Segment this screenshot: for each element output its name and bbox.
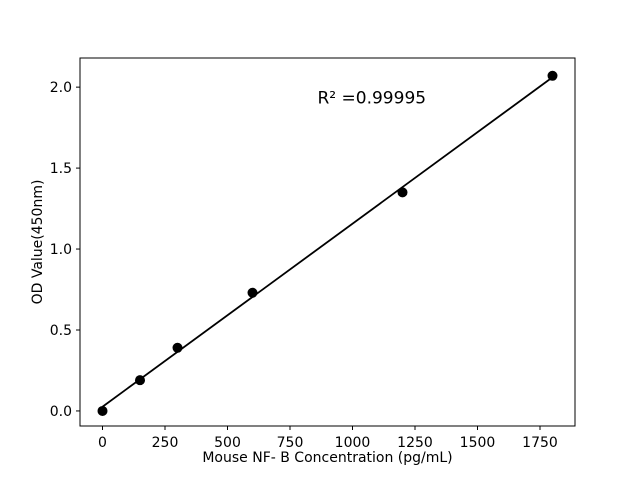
plot-border xyxy=(79,57,576,427)
y-tick-label: 1.5 xyxy=(50,161,72,177)
y-axis-label: OD Value(450nm) xyxy=(30,180,46,305)
x-tick-label: 1250 xyxy=(397,435,433,451)
y-tick-label: 0.0 xyxy=(50,404,72,420)
r-squared-annotation: R² =0.99995 xyxy=(318,88,427,108)
x-tick-label: 250 xyxy=(152,435,179,451)
data-point xyxy=(547,70,558,81)
x-axis-label: Mouse NF- B Concentration (pg/mL) xyxy=(202,450,452,466)
data-point xyxy=(97,405,108,416)
y-tick-label: 0.5 xyxy=(50,323,72,339)
data-point xyxy=(247,287,258,298)
y-tick-label: 2.0 xyxy=(50,80,72,96)
y-tick-label: 1.0 xyxy=(50,242,72,258)
x-tick-label: 0 xyxy=(98,435,107,451)
data-point xyxy=(397,187,408,198)
x-tick-label: 1500 xyxy=(460,435,496,451)
x-tick-label: 1750 xyxy=(522,435,558,451)
x-tick-label: 1000 xyxy=(335,435,371,451)
data-point xyxy=(135,375,145,386)
data-point xyxy=(172,342,183,353)
x-tick-label: 500 xyxy=(214,435,241,451)
x-tick-label: 750 xyxy=(277,435,304,451)
